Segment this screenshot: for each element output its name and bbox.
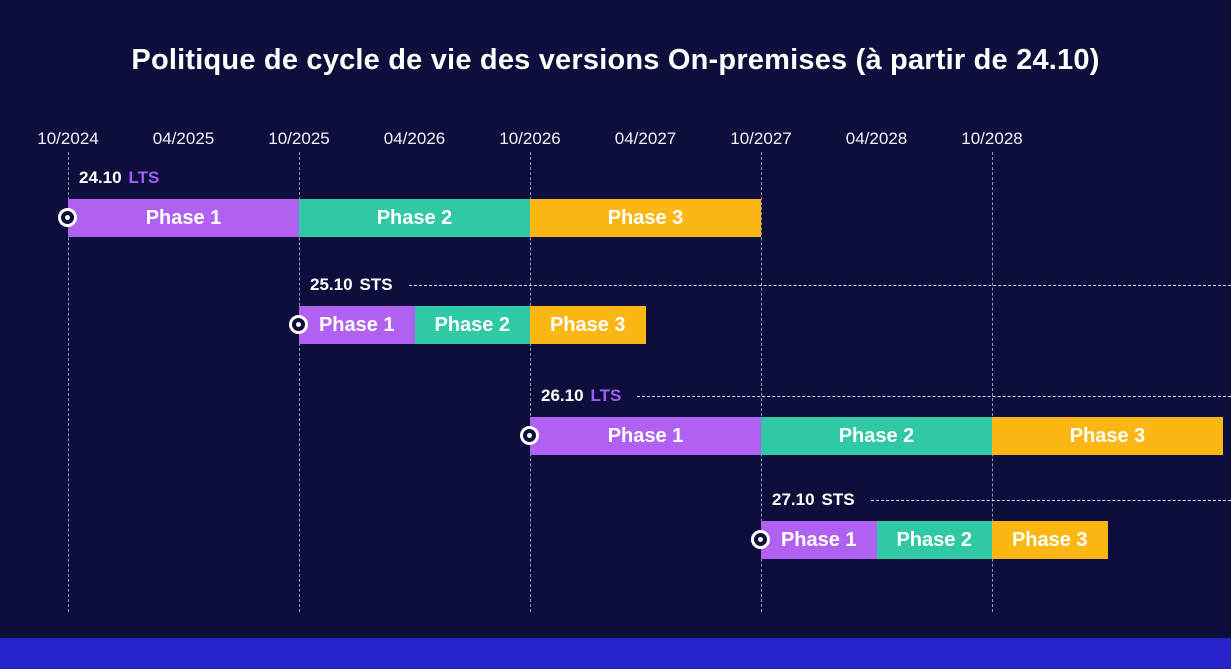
channel-badge: LTS xyxy=(590,386,622,405)
dashed-extension-line xyxy=(870,499,1231,501)
axis-tick-label: 10/2024 xyxy=(37,129,99,148)
release-marker-icon xyxy=(751,530,770,549)
axis-tick-label: 04/2028 xyxy=(845,129,908,148)
axis-tick-label: 10/2028 xyxy=(961,129,1023,148)
phase-bar: Phase 1 xyxy=(530,417,761,455)
footer-bar xyxy=(0,638,1231,669)
axis-tick-label: 04/2027 xyxy=(614,129,677,148)
release-marker-icon xyxy=(520,426,539,445)
version-number: 26.10 xyxy=(541,386,584,405)
gridline xyxy=(992,152,993,612)
gridline xyxy=(761,152,762,612)
gridline xyxy=(530,152,531,612)
phase-bar: Phase 1 xyxy=(68,199,299,237)
axis-tick-label: 10/2025 xyxy=(268,129,330,148)
version-label: 27.10 STS xyxy=(772,490,1231,510)
gridline xyxy=(68,152,69,612)
phase-bar: Phase 2 xyxy=(761,417,992,455)
release-marker-icon xyxy=(289,315,308,334)
phase-bar: Phase 3 xyxy=(992,521,1108,559)
channel-badge: STS xyxy=(821,490,855,509)
phase-bar: Phase 2 xyxy=(414,306,530,344)
phase-bar: Phase 3 xyxy=(530,306,646,344)
phase-bar: Phase 2 xyxy=(876,521,992,559)
channel-badge: LTS xyxy=(128,168,160,187)
dashed-extension-line xyxy=(637,395,1231,397)
release-marker-icon xyxy=(58,208,77,227)
axis-tick-label: 04/2025 xyxy=(152,129,215,148)
axis-tick-label: 10/2027 xyxy=(730,129,792,148)
chart-title: Politique de cycle de vie des versions O… xyxy=(131,44,1100,76)
dashed-extension-line xyxy=(408,284,1231,286)
channel-badge: STS xyxy=(359,275,393,294)
phase-bar: Phase 3 xyxy=(530,199,761,237)
phase-bar: Phase 1 xyxy=(299,306,415,344)
version-number: 24.10 xyxy=(79,168,122,187)
version-number: 27.10 xyxy=(772,490,815,509)
version-label: 26.10 LTS xyxy=(541,386,1231,406)
phase-bar: Phase 3 xyxy=(992,417,1223,455)
phase-bar: Phase 2 xyxy=(299,199,530,237)
axis-tick-label: 04/2026 xyxy=(383,129,446,148)
version-number: 25.10 xyxy=(310,275,353,294)
gridline xyxy=(299,152,300,612)
axis-tick-label: 10/2026 xyxy=(499,129,561,148)
phase-bar: Phase 1 xyxy=(761,521,877,559)
version-label: 25.10 STS xyxy=(310,275,1231,295)
version-label: 24.10 LTS xyxy=(79,168,1231,188)
